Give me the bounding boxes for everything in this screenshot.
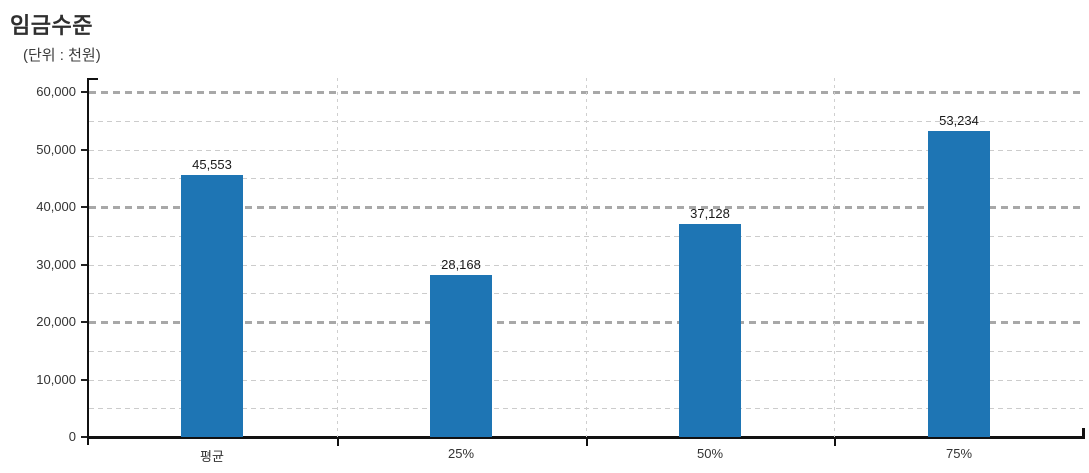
y-tick-label: 20,000 bbox=[36, 314, 76, 329]
y-tick-mark bbox=[81, 148, 87, 151]
x-category-label: 평균 bbox=[200, 449, 224, 464]
bar-value-label: 45,553 bbox=[192, 157, 232, 173]
bar bbox=[928, 130, 990, 437]
bar bbox=[679, 223, 741, 437]
bar-value-label: 37,128 bbox=[690, 205, 730, 221]
y-tick-label: 30,000 bbox=[36, 256, 76, 272]
y-tick-label: 0 bbox=[68, 429, 76, 444]
y-axis-top-cap bbox=[87, 78, 98, 80]
y-tick-label: 60,000 bbox=[36, 84, 76, 99]
x-category-label: 75% bbox=[945, 446, 973, 461]
y-axis-line bbox=[87, 78, 89, 445]
page-title: 임금수준 bbox=[10, 13, 93, 38]
bar-value-label: 53,234 bbox=[939, 112, 979, 128]
y-tick-mark bbox=[81, 206, 87, 208]
x-boundary-tick bbox=[586, 438, 588, 446]
unit-label: (단위 : 천원) bbox=[23, 47, 101, 64]
y-tick-mark bbox=[81, 321, 87, 323]
x-boundary-tick bbox=[337, 438, 339, 446]
x-boundary-tick bbox=[834, 438, 836, 446]
x-axis-line bbox=[87, 436, 1085, 439]
y-tick-mark bbox=[81, 378, 87, 381]
x-category-label: 50% bbox=[696, 446, 724, 461]
y-tick-label: 40,000 bbox=[36, 199, 76, 214]
y-tick-label: 10,000 bbox=[36, 371, 76, 387]
bar-value-label: 28,168 bbox=[441, 257, 481, 273]
x-category-label: 25% bbox=[447, 446, 475, 461]
bar bbox=[181, 175, 243, 437]
category-separator bbox=[586, 78, 587, 437]
category-separator bbox=[834, 78, 835, 437]
y-tick-label: 50,000 bbox=[36, 141, 76, 157]
bar bbox=[430, 275, 492, 437]
category-separator bbox=[337, 78, 338, 437]
y-tick-mark bbox=[81, 263, 87, 266]
y-tick-mark bbox=[81, 436, 87, 438]
x-axis-end-cap bbox=[1082, 428, 1085, 437]
y-tick-mark bbox=[81, 91, 87, 93]
